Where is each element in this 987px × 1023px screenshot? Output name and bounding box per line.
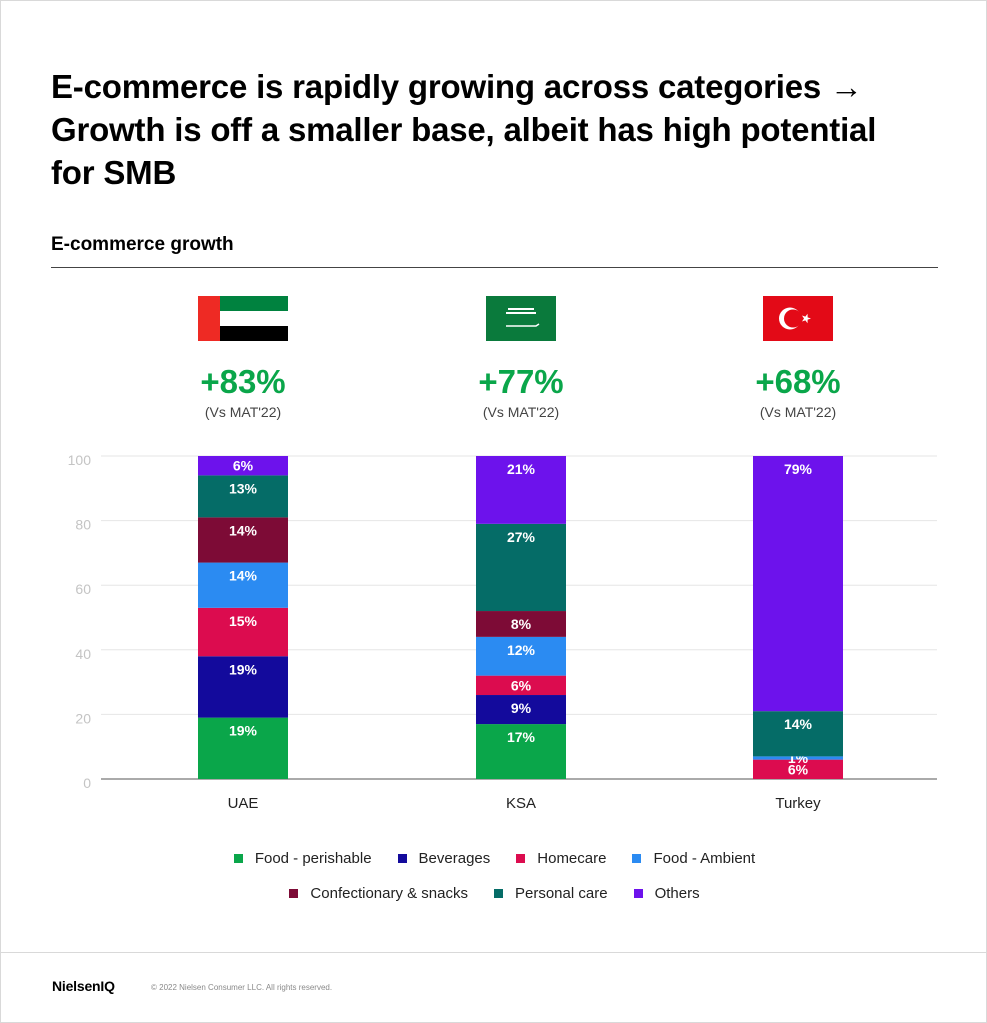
growth-value: +68% <box>755 363 840 400</box>
growth-note: (Vs MAT'22) <box>205 404 281 420</box>
legend-item-confectionary: Confectionary & snacks <box>289 885 468 902</box>
bar-segment-personal_care <box>753 711 843 757</box>
legend-swatch-food-perishable <box>233 854 243 863</box>
data-label: 27% <box>507 529 536 545</box>
data-label: 15% <box>229 613 258 629</box>
y-tick-label: 60 <box>75 581 91 597</box>
y-tick-label: 20 <box>75 710 91 726</box>
legend-item-homecare: Homecare <box>516 850 606 867</box>
bar-segment-beverages <box>198 656 288 718</box>
bar-segment-beverages <box>476 695 566 725</box>
growth-note: (Vs MAT'22) <box>760 404 836 420</box>
data-label: 9% <box>511 700 532 716</box>
bar-segment-others <box>198 456 288 476</box>
y-tick-label: 40 <box>75 646 91 662</box>
bar-segment-personal_care <box>198 475 288 518</box>
legend-swatch-food-ambient <box>632 854 642 863</box>
turkey-flag-icon <box>784 309 802 328</box>
copyright-text: © 2022 Nielsen Consumer LLC. All rights … <box>151 983 333 992</box>
data-label: 6% <box>233 458 254 474</box>
x-tick-label: Turkey <box>775 795 821 812</box>
stacked-bar-chart: 0 20 40 60 80 100 19% 19% 15% 14% 14% 13% 6% UAE 17% 9%… <box>68 296 937 812</box>
uae-flag-icon <box>220 296 288 311</box>
legend-swatch-confectionary <box>289 889 299 898</box>
legend-swatch-others <box>633 889 643 898</box>
y-tick-label: 100 <box>68 452 92 468</box>
bar-segment-personal_care <box>476 523 566 612</box>
ksa-flag-icon <box>506 323 540 327</box>
data-label: 13% <box>229 480 258 496</box>
legend-label: Others <box>654 885 700 902</box>
legend-label: Homecare <box>537 850 607 867</box>
bar-segment-confectionary <box>476 611 566 637</box>
legend-item-food-perishable: Food - perishable <box>233 850 372 867</box>
uae-flag-icon <box>198 296 220 341</box>
legend-label: Beverages <box>418 850 491 867</box>
legend-label: Confectionary & snacks <box>310 885 468 902</box>
data-label: 21% <box>507 461 536 477</box>
legend-swatch-beverages <box>397 854 407 863</box>
y-tick-label: 80 <box>75 517 91 533</box>
data-label: 14% <box>229 568 258 584</box>
legend-row-2: Confectionary & snacks Personal care Oth… <box>1 885 986 902</box>
bar-segment-food_ambient <box>198 562 288 608</box>
bar-segment-food_ambient <box>476 636 566 676</box>
y-tick-label: 0 <box>83 775 91 791</box>
section-divider <box>51 267 938 268</box>
x-tick-label: UAE <box>228 795 259 812</box>
bar-segment-homecare <box>476 675 566 696</box>
data-label: 6% <box>511 677 532 693</box>
legend-swatch-homecare <box>516 854 526 863</box>
x-tick-label: KSA <box>506 795 536 812</box>
legend-item-food-ambient: Food - Ambient <box>632 850 755 867</box>
bar-segment-food_perishable <box>198 717 288 779</box>
uae-flag-icon <box>220 326 288 341</box>
data-label: 12% <box>507 642 536 658</box>
bar-segment-confectionary <box>198 517 288 563</box>
bar-segment-homecare <box>753 759 843 779</box>
legend-item-others: Others <box>633 885 700 902</box>
data-label: 6% <box>788 761 809 777</box>
legend-label: Personal care <box>515 885 608 902</box>
legend-label: Food - perishable <box>254 850 372 867</box>
data-label: 17% <box>507 729 536 745</box>
ksa-flag-icon <box>486 296 556 341</box>
growth-note: (Vs MAT'22) <box>483 404 559 420</box>
footer-divider <box>1 952 986 953</box>
legend-label: Food - Ambient <box>653 850 756 867</box>
bar-segment-others <box>476 456 566 524</box>
bar-segment-homecare <box>198 607 288 657</box>
data-label: 19% <box>229 723 258 739</box>
page-title: E-commerce is rapidly growing across cat… <box>51 68 877 191</box>
bar-segment-others <box>753 456 843 712</box>
ksa-flag-icon <box>506 308 536 314</box>
legend-item-personal-care: Personal care <box>494 885 608 902</box>
data-label: 8% <box>511 616 532 632</box>
growth-value: +83% <box>200 363 285 400</box>
uae-flag-icon <box>220 311 288 326</box>
section-subtitle: E-commerce growth <box>51 234 234 255</box>
data-label: 79% <box>784 461 813 477</box>
data-label: 14% <box>229 522 258 538</box>
data-label: 19% <box>229 661 258 677</box>
brand-logo: NielsenIQ <box>52 978 115 994</box>
turkey-flag-icon <box>801 313 811 324</box>
growth-value: +77% <box>478 363 563 400</box>
bar-segment-food_perishable <box>476 724 566 779</box>
legend-swatch-personal-care <box>494 889 503 898</box>
data-label: 14% <box>784 716 813 732</box>
legend-item-beverages: Beverages <box>397 850 491 867</box>
bar-segment-food_ambient <box>753 756 843 760</box>
legend-row-1: Food - perishable Beverages Homecare Foo… <box>1 850 986 867</box>
